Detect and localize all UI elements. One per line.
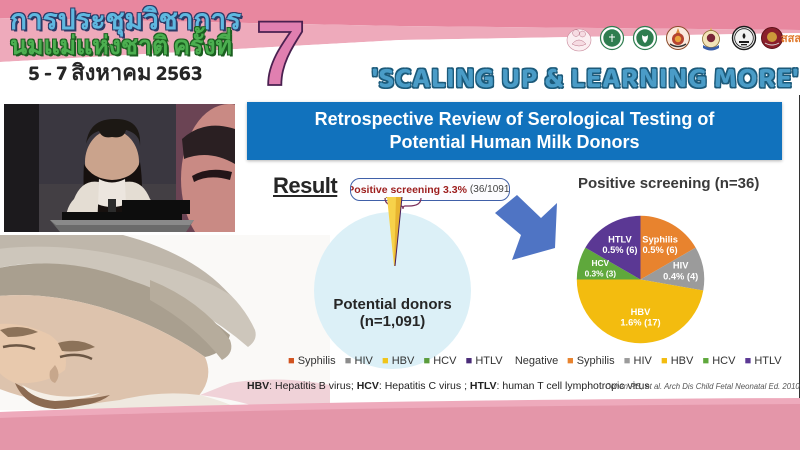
svg-text:0.3% (3): 0.3% (3) — [585, 269, 617, 279]
svg-text:1.6% (17): 1.6% (17) — [620, 318, 660, 328]
svg-text:สสส: สสส — [781, 33, 800, 45]
svg-text:0.4% (4): 0.4% (4) — [663, 272, 698, 282]
svg-text:0.5% (6): 0.5% (6) — [602, 245, 637, 255]
svg-text:HTLV: HTLV — [608, 234, 632, 244]
svg-text:HIV: HIV — [673, 261, 689, 271]
svg-text:Syphilis: Syphilis — [642, 234, 678, 244]
svg-text:0.5% (6): 0.5% (6) — [643, 245, 678, 255]
svg-text:HCV: HCV — [592, 258, 610, 268]
svg-text:HBV: HBV — [631, 307, 651, 317]
